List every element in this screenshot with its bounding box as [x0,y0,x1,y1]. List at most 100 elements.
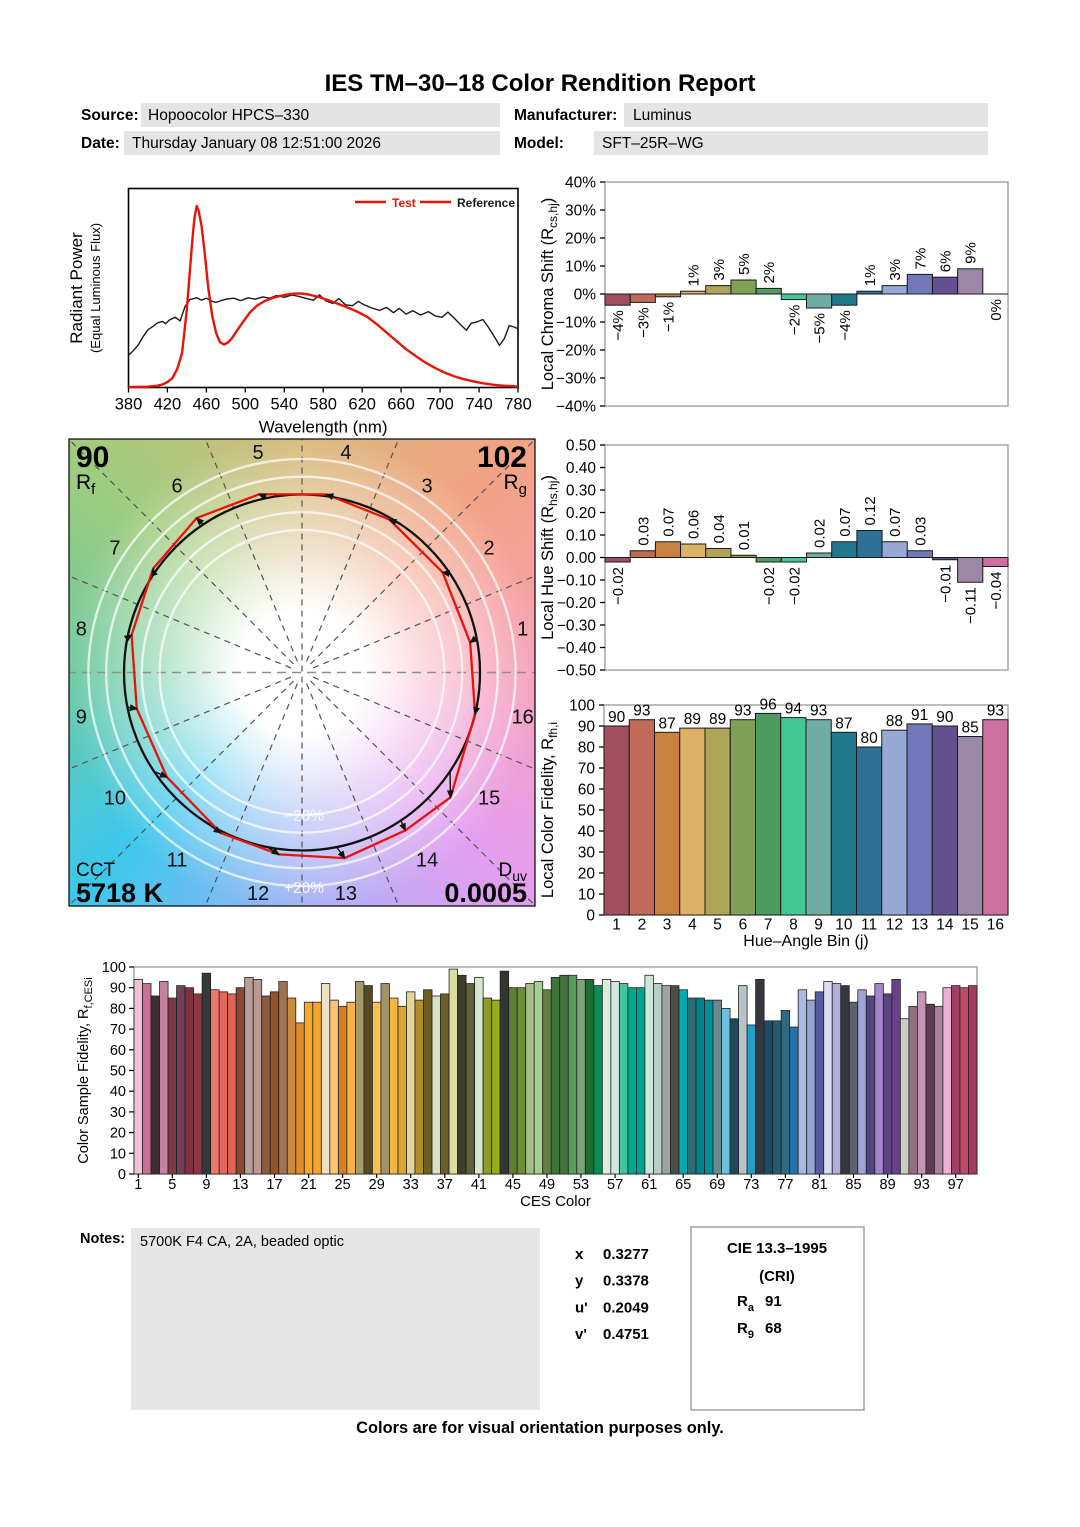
svg-text:Wavelength (nm): Wavelength (nm) [259,418,388,437]
svg-text:−30%: −30% [556,371,596,388]
svg-text:(CRI): (CRI) [759,1268,795,1285]
svg-text:0.02: 0.02 [812,519,829,548]
svg-text:0: 0 [586,908,595,925]
svg-text:87: 87 [835,715,852,732]
svg-text:80: 80 [578,740,596,757]
svg-text:5718 K: 5718 K [76,878,164,908]
svg-text:0: 0 [118,1167,126,1183]
svg-text:91: 91 [765,1293,782,1310]
svg-text:5: 5 [713,917,722,934]
svg-text:94: 94 [785,701,803,718]
svg-text:−0.02: −0.02 [761,567,778,605]
svg-text:Color Sample Fidelity, Rf,CESi: Color Sample Fidelity, Rf,CESi [76,977,95,1163]
svg-text:Manufacturer:: Manufacturer: [514,107,617,124]
svg-text:85: 85 [961,720,978,737]
svg-text:−0.20: −0.20 [557,595,597,612]
svg-text:33: 33 [403,1177,419,1193]
svg-text:15: 15 [961,917,978,934]
svg-text:90: 90 [608,709,626,726]
svg-text:1: 1 [134,1177,142,1193]
svg-text:90: 90 [76,441,109,474]
svg-text:90: 90 [110,981,126,997]
svg-text:20%: 20% [565,231,596,248]
svg-text:−0.04: −0.04 [988,572,1005,610]
svg-text:0.04: 0.04 [711,514,728,543]
svg-text:−0.10: −0.10 [557,573,597,590]
svg-text:540: 540 [271,396,299,414]
svg-text:17: 17 [266,1177,282,1193]
svg-text:40: 40 [578,824,596,841]
svg-text:15: 15 [478,788,500,810]
svg-text:80: 80 [860,730,878,747]
svg-text:0.20: 0.20 [566,505,597,522]
svg-text:70: 70 [110,1022,126,1038]
svg-text:7: 7 [764,917,773,934]
svg-text:Test: Test [392,196,416,210]
svg-text:1%: 1% [862,265,879,287]
svg-text:2%: 2% [761,262,778,284]
svg-text:5: 5 [253,442,264,464]
svg-text:14: 14 [936,917,954,934]
svg-text:−4%: −4% [610,310,627,340]
svg-text:Notes:: Notes: [80,1231,125,1247]
svg-text:2: 2 [638,917,647,934]
svg-text:13: 13 [232,1177,248,1193]
svg-text:16: 16 [987,917,1004,934]
svg-text:−3%: −3% [635,307,652,337]
svg-text:10%: 10% [565,259,596,276]
svg-text:0.07: 0.07 [661,508,678,537]
svg-text:7: 7 [109,538,120,560]
svg-text:0.00: 0.00 [566,550,597,567]
svg-text:Colors are for visual orientat: Colors are for visual orientation purpos… [356,1419,724,1437]
svg-text:Luminus: Luminus [633,107,692,124]
svg-text:0.30: 0.30 [566,483,597,500]
svg-text:620: 620 [348,396,376,414]
svg-text:100: 100 [102,960,126,976]
svg-text:3%: 3% [711,259,728,281]
svg-text:−1%: −1% [661,302,678,332]
svg-text:100: 100 [569,698,595,715]
svg-text:−4%: −4% [837,310,854,340]
svg-text:102: 102 [477,441,527,474]
svg-text:93: 93 [914,1177,930,1193]
svg-text:380: 380 [115,396,143,414]
svg-text:Rg: Rg [503,471,527,498]
svg-text:4: 4 [688,917,697,934]
svg-text:21: 21 [301,1177,317,1193]
svg-text:3: 3 [663,917,672,934]
svg-text:+20%: +20% [284,880,324,897]
svg-text:25: 25 [335,1177,351,1193]
svg-text:−0.11: −0.11 [963,587,980,624]
svg-text:−0.50: −0.50 [557,663,597,680]
svg-text:0.07: 0.07 [887,508,904,537]
svg-text:0.3378: 0.3378 [603,1273,649,1290]
svg-text:12: 12 [886,917,903,934]
svg-text:40: 40 [110,1084,126,1100]
svg-text:1: 1 [612,917,621,934]
svg-text:3%: 3% [887,259,904,281]
svg-text:0.40: 0.40 [566,460,597,477]
svg-text:9: 9 [814,917,823,934]
svg-text:60: 60 [110,1043,126,1059]
svg-text:0.03: 0.03 [912,517,929,546]
svg-text:−20%: −20% [284,808,324,825]
svg-text:−2%: −2% [786,305,803,335]
svg-text:69: 69 [709,1177,725,1193]
svg-text:29: 29 [369,1177,385,1193]
svg-text:0.01: 0.01 [736,521,753,550]
svg-text:9: 9 [202,1177,210,1193]
svg-text:4: 4 [340,442,351,464]
svg-text:−0.30: −0.30 [557,618,597,635]
svg-text:(Equal Luminous Flux): (Equal Luminous Flux) [88,223,103,353]
svg-text:CCT: CCT [76,860,115,881]
svg-text:6: 6 [739,917,748,934]
svg-text:Hue–Angle Bin (j): Hue–Angle Bin (j) [743,933,868,950]
svg-text:81: 81 [811,1177,827,1193]
svg-text:−40%: −40% [556,399,596,416]
svg-text:20: 20 [578,866,596,883]
svg-text:8: 8 [789,917,798,934]
svg-text:−0.02: −0.02 [610,567,627,605]
svg-text:87: 87 [658,715,675,732]
svg-text:9: 9 [76,706,87,728]
svg-text:13: 13 [911,917,928,934]
